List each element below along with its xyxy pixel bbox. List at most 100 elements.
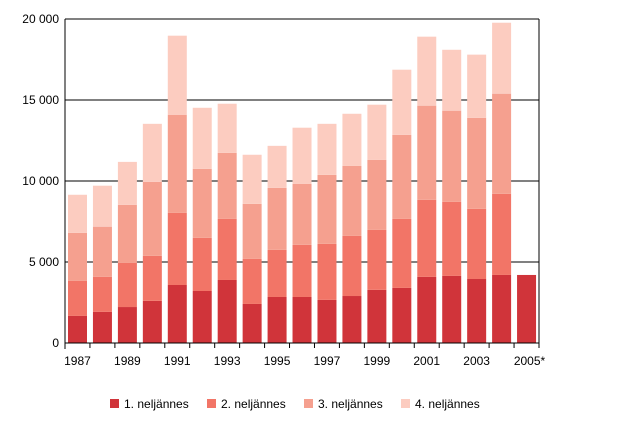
bar-1991-q4 <box>167 35 187 115</box>
bar-2000-q3 <box>392 134 412 219</box>
bar-1988-q2 <box>92 276 112 312</box>
bar-2003-q4 <box>467 54 487 118</box>
bar-1998-q1 <box>342 296 362 343</box>
bar-2002-q2 <box>442 201 462 276</box>
legend-label: 1. neljännes <box>124 397 189 411</box>
x-tick-label: 2001 <box>413 354 440 368</box>
bar-1989-q3 <box>117 204 137 263</box>
x-tick-label: 1991 <box>164 354 191 368</box>
bar-1990-q1 <box>142 300 162 343</box>
legend-swatch <box>304 399 313 408</box>
legend-label: 3. neljännes <box>318 397 383 411</box>
legend-swatch <box>207 399 216 408</box>
bar-1988-q3 <box>92 226 112 277</box>
bar-1992-q4 <box>192 107 212 169</box>
bar-1994-q1 <box>242 303 262 343</box>
bar-2001-q4 <box>417 36 437 106</box>
bar-1989-q1 <box>117 307 137 343</box>
legend-item: 1. neljännes <box>110 397 189 411</box>
bar-2000-q2 <box>392 218 412 288</box>
legend-label: 2. neljännes <box>221 397 286 411</box>
bar-2004-q1 <box>492 274 512 343</box>
bar-1994-q2 <box>242 258 262 304</box>
bar-1987-q4 <box>68 194 87 233</box>
bar-1993-q2 <box>217 218 237 280</box>
bar-1995-q2 <box>267 249 287 297</box>
bar-1995-q3 <box>267 187 287 250</box>
bar-1998-q4 <box>342 113 362 166</box>
x-tick-label: 1999 <box>363 354 390 368</box>
bar-1995-q4 <box>267 145 287 188</box>
bar-1987-q2 <box>68 280 87 316</box>
x-tick-label: 2005* <box>514 354 546 368</box>
bar-1991-q2 <box>167 212 187 286</box>
bar-1994-q4 <box>242 154 262 204</box>
bar-1993-q4 <box>217 103 237 153</box>
bar-1988-q1 <box>92 311 112 343</box>
bar-1993-q3 <box>217 152 237 219</box>
bar-1997-q1 <box>317 299 337 343</box>
bar-1988-q4 <box>92 185 112 227</box>
bar-2003-q3 <box>467 117 487 209</box>
bar-1999-q3 <box>367 159 387 230</box>
bar-1990-q3 <box>142 181 162 256</box>
bar-1992-q3 <box>192 168 212 238</box>
bar-1999-q2 <box>367 229 387 290</box>
legend-item: 2. neljännes <box>207 397 286 411</box>
x-tick-label: 1997 <box>314 354 341 368</box>
legend-swatch <box>110 399 119 408</box>
bar-1996-q1 <box>292 296 312 343</box>
bar-1993-q1 <box>217 279 237 343</box>
y-tick-label: 0 <box>52 336 59 350</box>
bar-1998-q3 <box>342 165 362 236</box>
bar-1996-q4 <box>292 127 312 184</box>
bar-1999-q1 <box>367 289 387 343</box>
x-tick-label: 1989 <box>114 354 141 368</box>
bar-2005-q1 <box>517 274 537 343</box>
legend: 1. neljännes 2. neljännes 3. neljännes 4. n… <box>110 397 480 411</box>
x-tick-labels: 1987 1989 1991 1993 1995 1997 1999 2001 2003 2005… <box>64 354 545 368</box>
legend-swatch <box>401 399 410 408</box>
bar-1998-q2 <box>342 235 362 297</box>
bar-1990-q2 <box>142 255 162 301</box>
bar-2004-q3 <box>492 93 512 194</box>
bar-2001-q2 <box>417 199 437 277</box>
legend-label: 4. neljännes <box>415 397 480 411</box>
y-tick-label: 15 000 <box>22 93 59 107</box>
bar-1990-q4 <box>142 123 162 182</box>
bar-1987-q3 <box>68 232 87 281</box>
bar-2003-q1 <box>467 279 487 343</box>
bar-1997-q4 <box>317 123 337 175</box>
bar-2002-q1 <box>442 275 462 343</box>
bar-2000-q1 <box>392 287 412 343</box>
bar-2004-q4 <box>492 22 512 94</box>
bar-1992-q2 <box>192 237 212 291</box>
y-tick-label: 20 000 <box>22 12 59 26</box>
bar-1989-q4 <box>117 161 137 205</box>
x-tick-label: 1987 <box>64 354 91 368</box>
bar-2001-q3 <box>417 105 437 200</box>
y-tick-label: 5 000 <box>29 255 59 269</box>
bar-1987-q1 <box>68 315 87 343</box>
bar-2001-q1 <box>417 276 437 343</box>
axes <box>64 19 540 349</box>
bar-1994-q3 <box>242 203 262 259</box>
bar-1997-q3 <box>317 174 337 244</box>
bar-2000-q4 <box>392 69 412 135</box>
bar-1991-q3 <box>167 114 187 213</box>
x-tick-label: 1995 <box>264 354 291 368</box>
bar-1999-q4 <box>367 104 387 160</box>
y-tick-labels: 0 5 000 10 000 15 000 20 000 <box>22 12 59 350</box>
bar-1996-q3 <box>292 183 312 245</box>
legend-item: 4. neljännes <box>401 397 480 411</box>
x-tick-label: 1993 <box>214 354 241 368</box>
bar-1992-q1 <box>192 290 212 343</box>
bar-1995-q1 <box>267 296 287 343</box>
y-tick-label: 10 000 <box>22 174 59 188</box>
bars <box>68 22 537 343</box>
bar-2002-q3 <box>442 110 462 202</box>
bar-1996-q2 <box>292 244 312 297</box>
x-tick-label: 2003 <box>463 354 490 368</box>
bar-2004-q2 <box>492 193 512 275</box>
